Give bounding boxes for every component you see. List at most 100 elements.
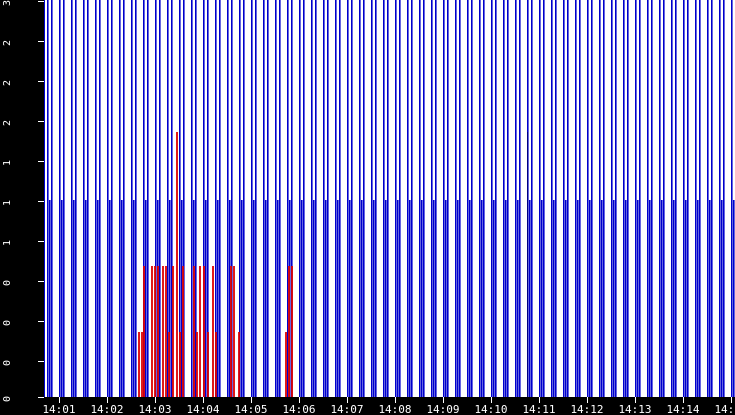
baseline-bar (375, 0, 377, 397)
baseline-bar (553, 200, 555, 397)
event-bar (176, 132, 178, 397)
baseline-bar (663, 0, 665, 397)
baseline-bar (59, 0, 61, 397)
baseline-bar (215, 0, 217, 397)
baseline-bar (479, 0, 481, 397)
baseline-bar (591, 0, 593, 397)
baseline-bar (555, 0, 557, 397)
y-tick-label: 0 (2, 360, 13, 366)
baseline-bar (685, 200, 687, 397)
baseline-bar (467, 0, 469, 397)
x-tick-label: 14:03 (138, 403, 171, 415)
baseline-bar (627, 0, 629, 397)
baseline-bar (155, 0, 157, 397)
baseline-bar (51, 0, 53, 397)
baseline-bar (395, 0, 397, 397)
event-bar (157, 266, 159, 397)
baseline-bar (239, 0, 241, 397)
baseline-bar (457, 200, 459, 397)
event-bar (203, 266, 205, 397)
baseline-bar (109, 200, 111, 397)
baseline-bar (243, 0, 245, 397)
event-bar (138, 332, 140, 397)
y-tick-label: 0 (2, 396, 13, 402)
baseline-bar (707, 0, 709, 397)
baseline-bar (107, 0, 109, 397)
baseline-bar (75, 0, 77, 397)
baseline-bar (227, 0, 229, 397)
baseline-bar (697, 200, 699, 397)
event-bar (291, 266, 293, 397)
y-tick-label: 2 (2, 40, 13, 46)
baseline-bar (483, 0, 485, 397)
baseline-bar (135, 0, 137, 397)
baseline-bar (659, 0, 661, 397)
event-bar (151, 266, 153, 397)
baseline-bar (519, 0, 521, 397)
event-bar (172, 266, 174, 397)
baseline-bar (399, 0, 401, 397)
event-bar (179, 332, 181, 397)
baseline-series (47, 0, 735, 397)
baseline-bar (287, 0, 289, 397)
baseline-bar (455, 0, 457, 397)
baseline-bar (731, 0, 733, 397)
baseline-bar (601, 200, 603, 397)
baseline-bar (505, 200, 507, 397)
baseline-bar (587, 0, 589, 397)
baseline-bar (277, 200, 279, 397)
baseline-bar (471, 0, 473, 397)
baseline-bar (423, 0, 425, 397)
baseline-bar (651, 0, 653, 397)
baseline-bar (303, 0, 305, 397)
y-tick-label: 1 (2, 240, 13, 246)
event-bar (288, 266, 290, 397)
baseline-bar (443, 0, 445, 397)
y-axis-ticks: 3 2 2 2 1 1 1 0 0 0 0 (2, 0, 44, 402)
baseline-bar (695, 0, 697, 397)
event-bar (207, 332, 209, 397)
baseline-bar (563, 0, 565, 397)
y-tick-label: 3 (2, 0, 13, 6)
x-tick-label: 14:13 (618, 403, 651, 415)
baseline-bar (431, 0, 433, 397)
baseline-bar (687, 0, 689, 397)
baseline-bar (445, 200, 447, 397)
baseline-bar (459, 0, 461, 397)
baseline-bar (647, 0, 649, 397)
baseline-bar (95, 0, 97, 397)
y-tick-label: 2 (2, 120, 13, 126)
baseline-bar (649, 200, 651, 397)
baseline-bar (85, 200, 87, 397)
baseline-bar (373, 200, 375, 397)
baseline-bar (383, 0, 385, 397)
event-bar (233, 266, 235, 397)
baseline-bar (567, 0, 569, 397)
baseline-bar (133, 200, 135, 397)
baseline-bar (671, 0, 673, 397)
baseline-bar (159, 0, 161, 397)
baseline-bar (721, 200, 723, 397)
baseline-bar (111, 0, 113, 397)
baseline-bar (47, 0, 49, 397)
baseline-bar (529, 200, 531, 397)
baseline-bar (661, 200, 663, 397)
baseline-bar (181, 200, 183, 397)
y-tick-label: 0 (2, 280, 13, 286)
baseline-bar (419, 0, 421, 397)
baseline-bar (503, 0, 505, 397)
x-axis-ticks: 14:01 14:02 14:03 14:04 14:05 14:06 14:07 14:08… (42, 397, 735, 415)
baseline-bar (551, 0, 553, 397)
x-tick-label: 14:11 (522, 403, 555, 415)
baseline-bar (495, 0, 497, 397)
baseline-bar (539, 0, 541, 397)
baseline-bar (351, 0, 353, 397)
baseline-bar (349, 200, 351, 397)
baseline-bar (469, 200, 471, 397)
baseline-bar (575, 0, 577, 397)
baseline-bar (169, 200, 171, 397)
x-tick-label: 14:06 (282, 403, 315, 415)
baseline-bar (313, 200, 315, 397)
baseline-bar (131, 0, 133, 397)
